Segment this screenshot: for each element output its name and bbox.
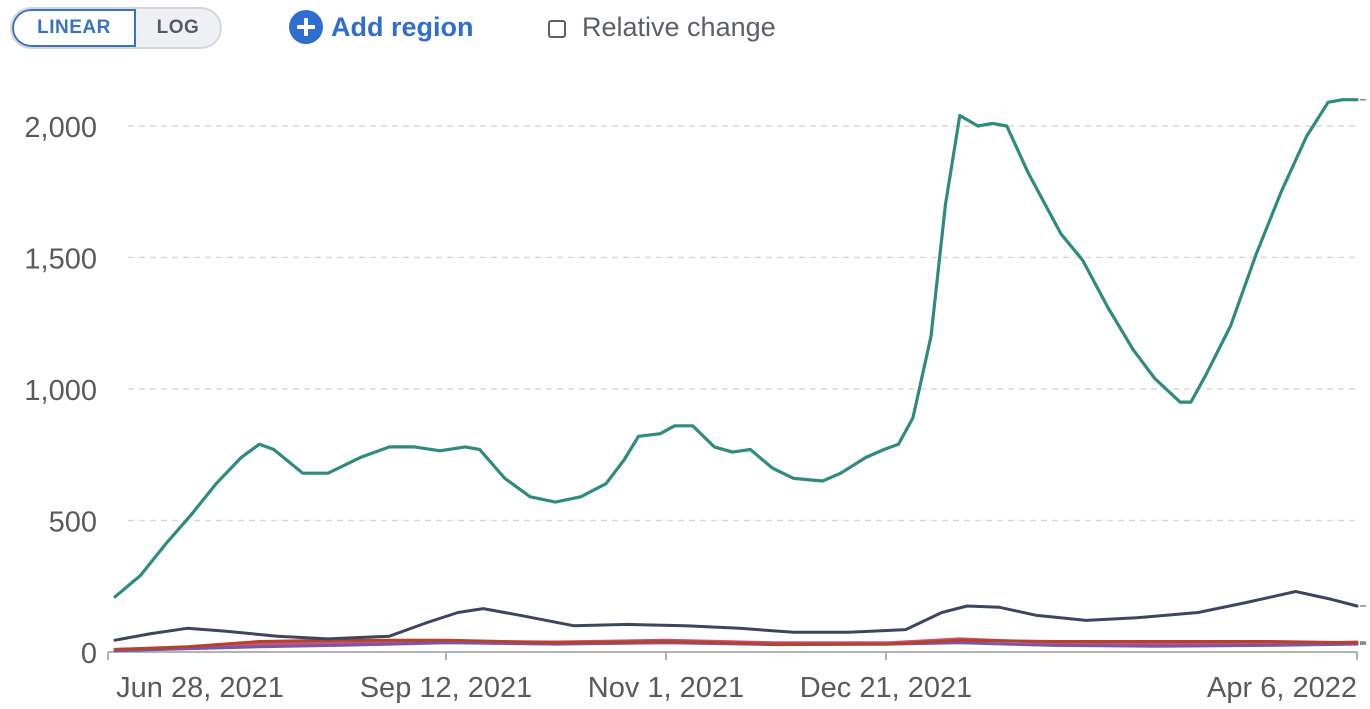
x-tick-label: Jun 28, 2021 (116, 672, 284, 704)
series-line-teal (113, 98, 1359, 599)
line-chart: 0 500 1,000 1,500 2,000 Jun 28, 2021 Sep 12, … (24, 98, 1366, 704)
x-tick-label: Nov 1, 2021 (588, 672, 744, 704)
y-tick-label: 1,500 (24, 244, 97, 276)
series-line-navy (113, 590, 1359, 642)
y-tick-label: 500 (49, 507, 97, 539)
relative-change-checkbox[interactable] (548, 20, 566, 38)
grid-lines (128, 125, 1357, 522)
x-tick-label: Sep 12, 2021 (360, 672, 533, 704)
linear-scale-button[interactable]: LINEAR (12, 9, 136, 47)
x-tick-label: Dec 21, 2021 (800, 672, 973, 704)
add-region-label: Add region (331, 11, 474, 42)
series-lines (113, 98, 1366, 653)
y-tick-label: 0 (81, 638, 97, 670)
x-axis-ticks: Jun 28, 2021 Sep 12, 2021 Nov 1, 2021 Dec 2… (107, 652, 1358, 704)
y-tick-label: 2,000 (24, 112, 97, 144)
chart-toolbar: LINEAR LOG Add region Relative change (0, 0, 1370, 56)
y-axis-tick-labels: 0 500 1,000 1,500 2,000 (24, 112, 97, 670)
plus-circle-icon (289, 10, 323, 44)
relative-change-toggle[interactable]: Relative change (548, 10, 776, 44)
log-scale-button[interactable]: LOG (156, 17, 200, 38)
y-tick-label: 1,000 (24, 375, 97, 407)
x-tick-label: Apr 6, 2022 (1207, 672, 1357, 704)
scale-toggle: LINEAR LOG (10, 7, 222, 49)
relative-change-label: Relative change (582, 11, 776, 42)
add-region-button[interactable]: Add region (289, 9, 474, 45)
series-line-red (113, 638, 1359, 651)
